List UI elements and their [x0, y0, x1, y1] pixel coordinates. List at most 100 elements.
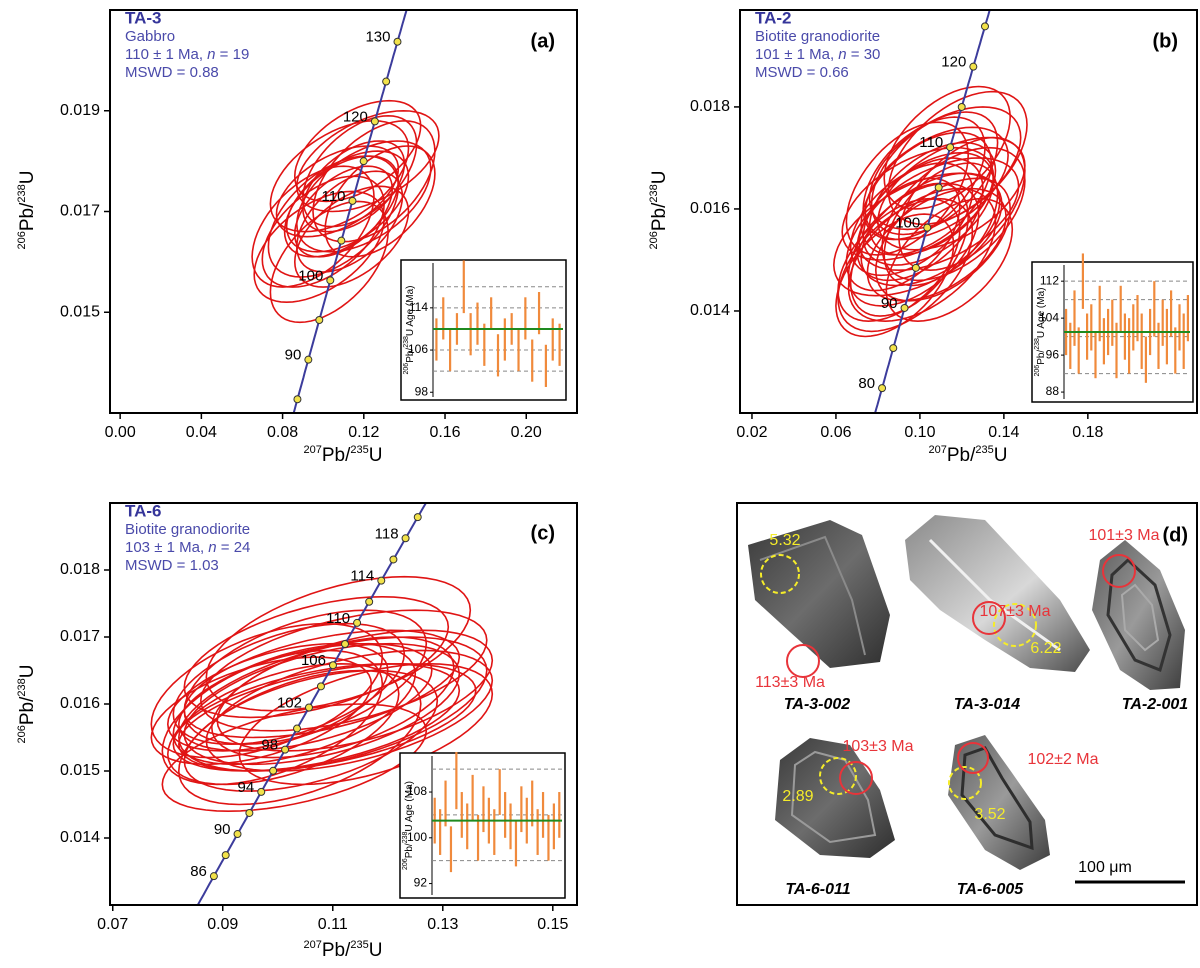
error-ellipse	[837, 197, 974, 333]
zircon-grain	[775, 738, 895, 858]
error-ellipse	[210, 636, 455, 759]
concordia-age-label: 110	[326, 610, 350, 627]
concordia-marker	[315, 316, 324, 325]
plot-area: 90 100 110 120 130	[251, 10, 440, 413]
sample-title: TA-3	[125, 8, 162, 27]
x-tick-label: 0.07	[97, 916, 128, 933]
concordia-age-label: 120	[941, 54, 966, 71]
error-ellipse	[183, 642, 461, 766]
age-result: 110 ± 1 Ma, n = 19	[125, 46, 249, 63]
superscript: 238	[16, 678, 28, 696]
superscript: 238	[1034, 338, 1041, 350]
concordia-marker	[889, 344, 898, 353]
y-tick-label: 0.014	[690, 302, 730, 319]
concordia-age-label: 94	[238, 779, 255, 796]
concordia-marker	[923, 223, 932, 232]
label-part: U	[17, 171, 38, 185]
inset-y-label: 206Pb/238U Age (Ma)	[1034, 288, 1046, 377]
error-ellipse	[847, 187, 997, 323]
grain-name: TA-6-005	[957, 881, 1024, 898]
inset-tick-label: 106	[408, 342, 428, 356]
error-ellipse	[295, 170, 404, 273]
error-ellipse	[312, 119, 436, 243]
grain-name: TA-6-011	[785, 881, 850, 898]
hf-value: 6.22	[1030, 640, 1061, 657]
zircon-grain	[905, 515, 1090, 672]
zoning	[928, 538, 1061, 652]
age-result: 101 ± 1 Ma, n = 30	[755, 46, 880, 63]
concordia-marker	[257, 787, 266, 796]
y-tick-label: 0.018	[690, 98, 730, 115]
superscript: 207	[929, 444, 947, 456]
concordia-marker	[900, 303, 909, 312]
concordia-age-label: 98	[261, 737, 278, 754]
error-ellipse	[161, 703, 428, 813]
concordia-marker	[370, 117, 379, 126]
concordia-marker	[316, 682, 325, 691]
superscript: 238	[402, 831, 409, 843]
x-tick-label: 0.11	[318, 916, 348, 933]
x-tick-label: 0.15	[537, 916, 568, 933]
error-ellipse	[885, 197, 1014, 323]
concordia-marker	[221, 851, 230, 860]
concordia-panel: 80 90 100 110 120 0.02 0.06 0.10 0.14 0.18 0.014 0.…	[648, 8, 1198, 466]
error-ellipse	[845, 177, 961, 292]
zoning	[1120, 583, 1160, 652]
error-ellipse	[150, 656, 373, 766]
label-part: U	[649, 171, 670, 185]
zircon-panel: (d) 5.32 113±3 Ma TA-3-002 107±3 Ma 6.22…	[736, 502, 1198, 906]
mswd: MSWD = 1.03	[125, 557, 219, 574]
concordia-age-label: 120	[343, 108, 368, 125]
age-spot	[972, 601, 1006, 635]
concordia-age-label: 100	[298, 267, 323, 284]
sample-title: TA-2	[755, 8, 792, 27]
error-ellipse	[887, 90, 1028, 226]
error-ellipse	[183, 609, 428, 746]
x-tick-label: 0.20	[511, 424, 542, 441]
x-tick-label: 0.06	[820, 424, 851, 441]
concordia-marker	[401, 534, 410, 543]
mswd: MSWD = 0.66	[755, 64, 849, 81]
concordia-panel: 90 100 110 120 130 0.00 0.04 0.08 0.12 0.16 0.20 0.…	[16, 8, 578, 466]
inset-tick-label: 88	[1046, 384, 1060, 398]
concordia-marker	[281, 745, 290, 754]
label-part: Pb/	[17, 696, 38, 725]
concordia-marker	[341, 640, 350, 649]
hf-value: 5.32	[769, 532, 800, 549]
x-tick-label: 0.02	[736, 424, 767, 441]
x-tick-label: 0.09	[207, 916, 238, 933]
x-tick-label: 0.14	[988, 424, 1019, 441]
zoning	[790, 750, 877, 844]
age-spot	[786, 644, 820, 678]
age-text: 103 ± 1 Ma,	[125, 539, 208, 556]
superscript: 206	[16, 725, 28, 743]
zircon-grain	[1092, 540, 1185, 690]
concordia-marker	[304, 703, 313, 712]
hf-spot	[993, 603, 1037, 647]
age-spot	[957, 742, 989, 774]
label-part: Pb/	[1036, 350, 1047, 365]
y-tick-label: 0.014	[60, 829, 100, 846]
x-axis-label: 207Pb/235U	[304, 939, 383, 961]
inset-tick-label: 96	[1046, 347, 1060, 361]
superscript: 207	[304, 444, 322, 456]
error-ellipse	[293, 185, 410, 288]
x-tick-label: 0.16	[429, 424, 460, 441]
concordia-marker	[382, 77, 391, 86]
spot-age: 107±3 Ma	[979, 603, 1050, 620]
error-ellipse	[293, 165, 394, 258]
concordia-panel: 86 90 94 98 102 106 110 114 118 0.07 0.09 0.11 0.13 0…	[16, 501, 578, 961]
grain-name: TA-3-014	[954, 696, 1020, 713]
y-tick-label: 0.017	[60, 203, 100, 220]
y-tick-label: 0.016	[60, 695, 100, 712]
spot-age: 101±3 Ma	[1088, 527, 1159, 544]
label-part: Pb/	[17, 202, 38, 231]
x-tick-label: 0.18	[1072, 424, 1103, 441]
panel-label: (b)	[1152, 30, 1178, 52]
label-part: U Age (Ma)	[405, 286, 416, 337]
error-ellipse	[860, 131, 993, 256]
hf-spot	[760, 554, 800, 594]
grain-name: TA-3-002	[784, 696, 850, 713]
y-tick-label: 0.019	[60, 102, 100, 119]
